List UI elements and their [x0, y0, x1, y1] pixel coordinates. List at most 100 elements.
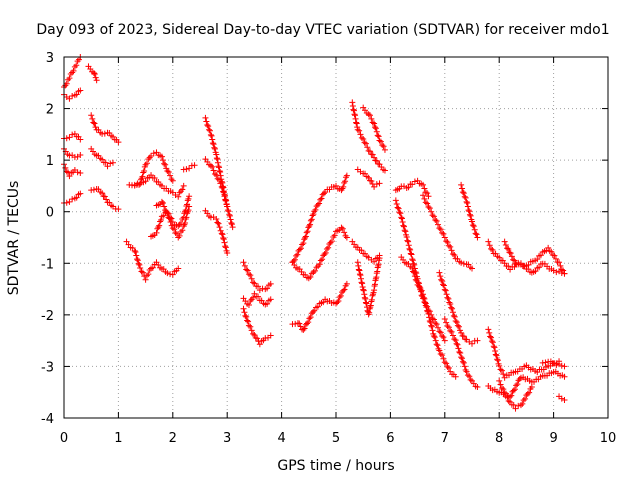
data-point [496, 377, 503, 384]
data-point [142, 276, 149, 283]
data-point [365, 111, 372, 118]
data-point [215, 163, 222, 170]
data-point [264, 285, 271, 292]
data-point [407, 246, 414, 253]
data-point [303, 320, 310, 327]
data-point [411, 265, 418, 272]
data-point [134, 257, 141, 264]
data-point [361, 139, 368, 146]
data-point [435, 221, 441, 228]
data-point [398, 214, 405, 221]
data-point [436, 269, 443, 276]
data-point [453, 319, 460, 326]
data-point [508, 392, 515, 399]
data-point [372, 125, 379, 132]
data-point [352, 115, 359, 122]
data-point [207, 162, 214, 169]
data-point [510, 256, 517, 263]
data-point [211, 145, 218, 152]
data-point [161, 160, 168, 167]
data-point [450, 312, 457, 319]
data-point [220, 189, 227, 196]
data-point [354, 259, 361, 266]
data-point [453, 340, 460, 347]
data-point [513, 382, 520, 389]
data-point [373, 181, 380, 188]
data-point [432, 216, 439, 223]
data-point [183, 214, 190, 221]
data-point [371, 154, 378, 161]
data-point [74, 169, 81, 176]
data-point [210, 141, 217, 148]
data-point [447, 243, 454, 250]
data-point [433, 218, 440, 225]
data-point [488, 338, 495, 345]
series-s19 [202, 207, 231, 256]
data-point [466, 211, 473, 218]
data-point [336, 294, 343, 301]
series-s34 [420, 192, 475, 272]
data-point [182, 220, 189, 227]
series-s27 [360, 104, 388, 153]
x-tick-label: 5 [332, 431, 340, 446]
data-point [264, 300, 271, 307]
series-s32 [392, 197, 448, 344]
data-point [392, 197, 399, 204]
data-point [355, 262, 362, 269]
series-s29 [349, 238, 383, 265]
x-axis-title: GPS time / hours [277, 458, 394, 474]
data-point [330, 234, 337, 240]
data-point [99, 190, 106, 197]
y-tick-label: -3 [41, 360, 54, 375]
data-point [169, 225, 176, 232]
data-point [561, 396, 568, 403]
data-point [204, 122, 211, 129]
data-point [297, 245, 304, 252]
data-point [62, 164, 69, 171]
data-point [444, 363, 451, 370]
data-point [250, 279, 257, 286]
data-point [459, 355, 466, 362]
data-point [506, 249, 513, 256]
data-point [496, 362, 503, 369]
data-point [437, 351, 444, 358]
data-point [103, 196, 110, 203]
data-point [367, 148, 373, 155]
data-point [63, 168, 70, 175]
data-point [560, 267, 567, 274]
data-point [426, 314, 433, 321]
data-point [445, 324, 452, 331]
data-point [503, 390, 509, 397]
data-point [505, 397, 512, 404]
data-point [185, 207, 192, 214]
data-point [101, 130, 108, 137]
data-point [362, 295, 369, 302]
data-point [457, 350, 464, 357]
data-point [504, 394, 511, 401]
x-tick-label: 4 [277, 431, 285, 446]
y-tick-label: -2 [41, 309, 54, 324]
data-point [66, 198, 73, 205]
data-point [244, 267, 251, 274]
data-point [255, 283, 262, 290]
data-point [161, 203, 168, 210]
series-s39 [501, 238, 568, 277]
data-point [381, 167, 388, 174]
data-point [359, 283, 366, 290]
data-point [185, 195, 192, 202]
data-point [396, 209, 403, 216]
data-point [186, 193, 193, 200]
data-point [203, 118, 210, 125]
data-point [469, 340, 475, 347]
data-point [360, 136, 367, 143]
data-point [66, 95, 73, 102]
data-point [501, 238, 508, 245]
series-s10 [88, 186, 122, 213]
series-s18 [202, 156, 231, 210]
data-point [352, 112, 359, 119]
data-point [546, 248, 553, 255]
data-point [62, 82, 69, 89]
data-point [449, 250, 456, 257]
data-point [66, 75, 73, 82]
data-point [317, 196, 324, 203]
